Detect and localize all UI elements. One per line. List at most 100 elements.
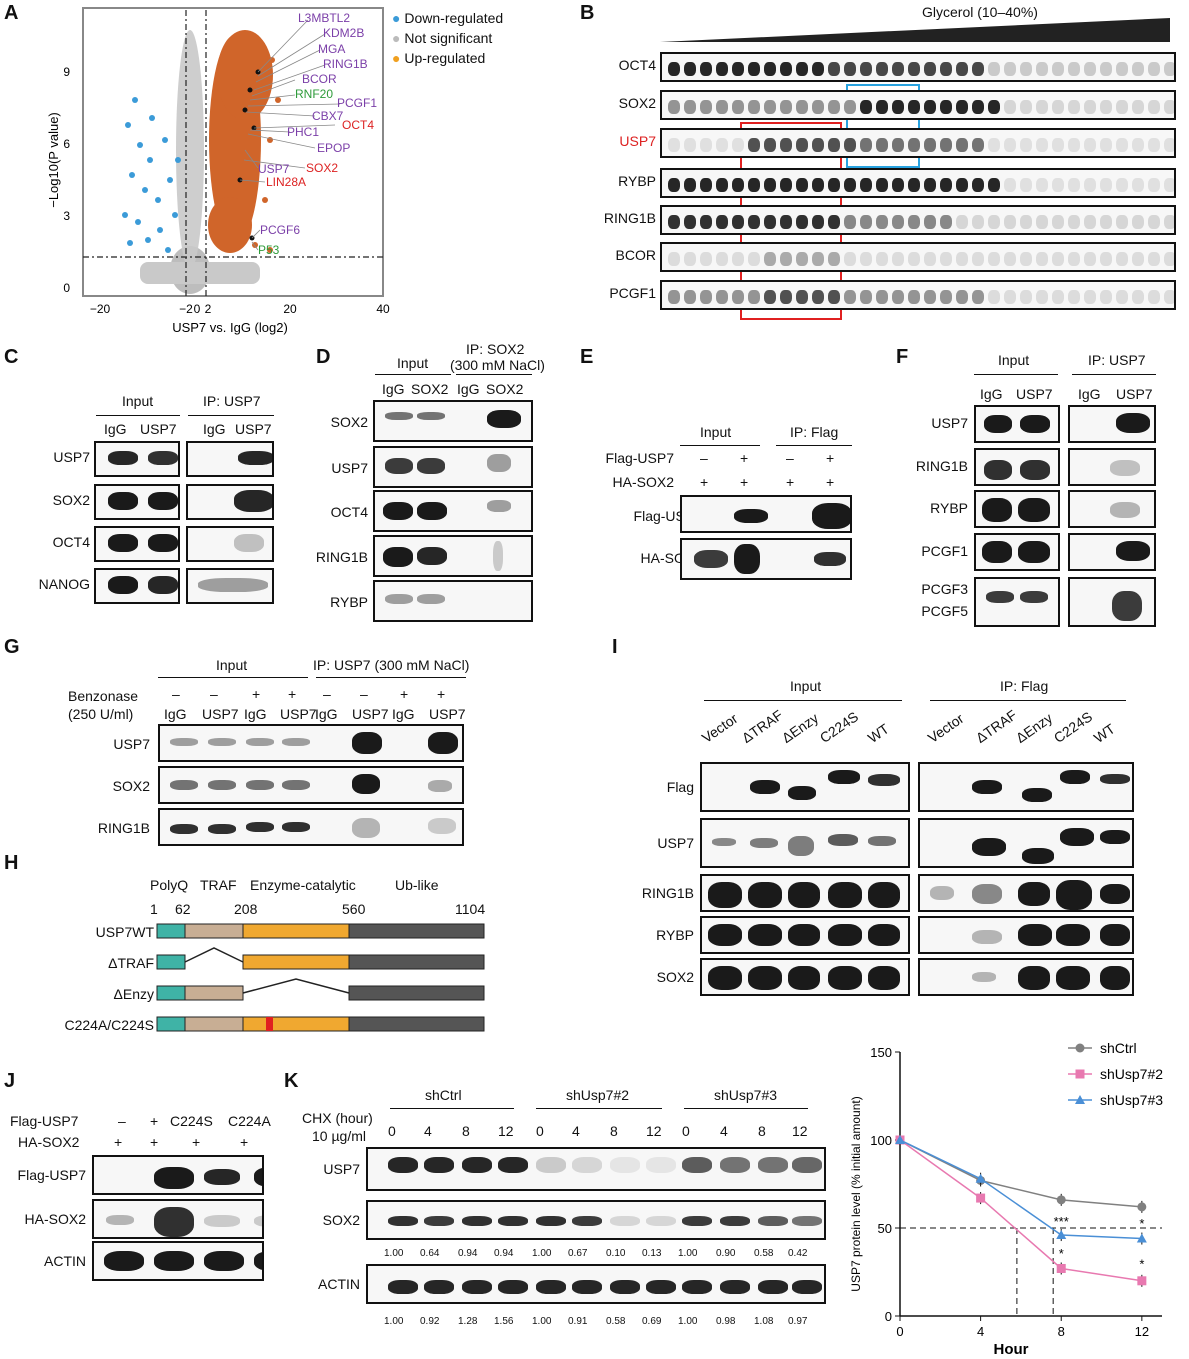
lane-label: ΔEnzy: [1012, 709, 1056, 746]
band: [646, 1216, 676, 1226]
band: [1036, 62, 1048, 76]
panel-label-j: J: [4, 1070, 16, 1092]
volcano-legend: ● Down-regulated ● Not significant ● Up-…: [392, 10, 504, 66]
panel-label-i: I: [612, 636, 618, 658]
band: [748, 215, 760, 229]
row-label: PCGF1: [609, 285, 656, 301]
band: [1020, 290, 1032, 304]
band: [908, 290, 920, 304]
band: [1148, 215, 1160, 229]
band: [462, 1216, 492, 1226]
i-ip-rybp: [918, 916, 1134, 954]
band: [940, 252, 952, 266]
band: [682, 1216, 712, 1226]
band: [828, 138, 840, 152]
row-label: RING1B: [915, 458, 968, 474]
band: [748, 100, 760, 114]
c-ip-sox2: [186, 484, 274, 520]
band: [1084, 178, 1096, 192]
lane-label: –: [786, 450, 794, 466]
band: [1164, 100, 1174, 114]
data-point: [1056, 1230, 1067, 1240]
row-label: SOX2: [656, 969, 694, 985]
band: [684, 178, 696, 192]
band: [684, 215, 696, 229]
band: [154, 1251, 194, 1271]
band: [1100, 884, 1130, 904]
band: [734, 509, 768, 523]
lane-label: 0: [536, 1123, 544, 1139]
band: [828, 100, 840, 114]
band: [282, 780, 310, 790]
band: [1132, 290, 1144, 304]
band: [720, 1216, 750, 1226]
band: [828, 62, 840, 76]
domain-diagram: [156, 923, 485, 1032]
e-blot-flag-usp7: [680, 495, 852, 533]
band: [385, 458, 413, 474]
band: [208, 824, 236, 834]
band: [940, 62, 952, 76]
row-label: RYBP: [618, 173, 656, 189]
band: [1148, 290, 1160, 304]
band: [1020, 460, 1050, 480]
svg-text:0: 0: [194, 302, 201, 316]
band: [844, 178, 856, 192]
band: [1100, 774, 1130, 784]
band: [198, 578, 268, 592]
band: [282, 822, 310, 832]
band: [1004, 215, 1016, 229]
band: [982, 541, 1012, 563]
band: [1148, 178, 1160, 192]
band: [988, 178, 1000, 192]
svg-text:OCT4: OCT4: [342, 118, 374, 132]
row-label: NANOG: [38, 576, 90, 592]
band: [780, 178, 792, 192]
row-label: OCT4: [618, 57, 656, 73]
lane-label: +: [150, 1113, 159, 1129]
row-label: OCT4: [52, 534, 90, 550]
construct-dtraf: [156, 947, 485, 970]
lane-label: 0: [682, 1123, 690, 1139]
legend-label: shCtrl: [1100, 1040, 1137, 1056]
band: [108, 492, 138, 510]
band: [668, 178, 680, 192]
band: [732, 215, 744, 229]
data-point: [1056, 1263, 1066, 1273]
sox2-quant: 0.94: [458, 1248, 478, 1259]
band: [972, 252, 984, 266]
construct-c224: [156, 1016, 485, 1032]
lane-label: USP7: [352, 706, 389, 722]
band: [780, 215, 792, 229]
band: [700, 252, 712, 266]
band: [1036, 178, 1048, 192]
row-label: PCGF1: [921, 543, 968, 559]
band: [1052, 290, 1064, 304]
band: [780, 138, 792, 152]
lane-label: +: [740, 450, 749, 466]
c-input-sox2: [94, 484, 180, 520]
lane-label: +: [150, 1134, 159, 1150]
band: [828, 252, 840, 266]
band: [988, 62, 1000, 76]
svg-text:KDM2B: KDM2B: [323, 26, 364, 40]
band: [462, 1280, 492, 1294]
actin-quant: 0.58: [606, 1316, 626, 1327]
band: [972, 884, 1002, 904]
lane-label: –: [210, 686, 218, 702]
band: [668, 100, 680, 114]
panel-label-b: B: [580, 2, 595, 24]
band: [796, 100, 808, 114]
c-ip-usp7: [186, 441, 274, 477]
band: [924, 290, 936, 304]
x-tick-label: 12: [1135, 1324, 1149, 1339]
row-label: USP7: [931, 415, 968, 431]
band: [1052, 215, 1064, 229]
svg-text:2: 2: [205, 302, 212, 316]
band: [1020, 252, 1032, 266]
row-label: USP7: [323, 1161, 360, 1177]
data-point: [1136, 1233, 1147, 1243]
band: [684, 62, 696, 76]
f-input-blot: [974, 448, 1060, 486]
band: [1100, 830, 1130, 844]
